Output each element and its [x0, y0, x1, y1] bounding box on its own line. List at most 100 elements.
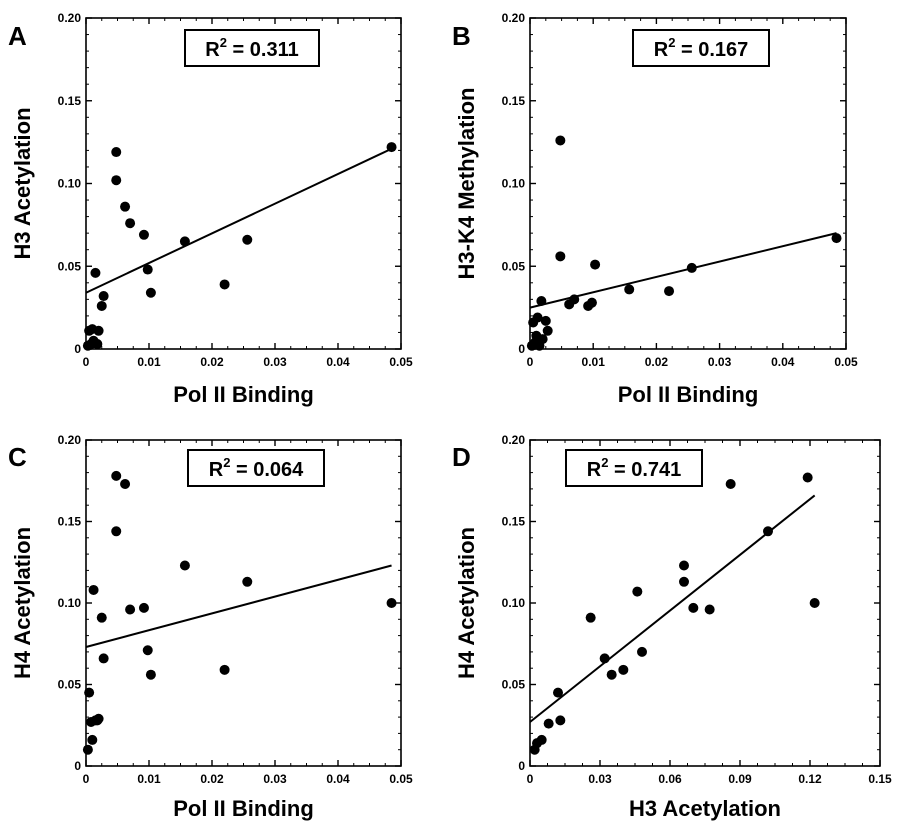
data-point — [688, 602, 699, 613]
y-tick-label: 0.10 — [502, 596, 526, 610]
y-tick-label: 0.05 — [502, 678, 526, 692]
data-point — [90, 267, 101, 278]
y-axis-title: H4 Acetylation — [10, 527, 35, 679]
data-point — [590, 259, 601, 270]
data-point — [542, 325, 553, 336]
data-point — [111, 147, 122, 158]
data-point — [569, 294, 580, 305]
data-point — [599, 653, 610, 664]
data-point — [96, 300, 107, 311]
x-tick-label: 0.02 — [645, 355, 669, 369]
y-tick-label: 0 — [518, 759, 525, 773]
r-squared-prefix: R — [654, 39, 669, 61]
r-squared-box — [632, 29, 770, 67]
data-point — [111, 470, 122, 481]
x-tick-label: 0.04 — [771, 355, 795, 369]
data-point — [618, 664, 629, 675]
r-squared-value: = 0.741 — [608, 459, 681, 481]
data-point — [125, 218, 136, 229]
data-point — [179, 560, 190, 571]
data-point — [386, 598, 397, 608]
data-point — [543, 718, 554, 729]
data-point — [96, 612, 107, 623]
y-tick-label: 0.20 — [502, 433, 526, 447]
regression-line — [85, 564, 392, 648]
x-tick-label: 0.03 — [708, 355, 732, 369]
data-point — [120, 479, 131, 490]
y-tick-label: 0.20 — [502, 11, 526, 25]
y-tick-label: 0.20 — [58, 433, 82, 447]
r-squared-value: = 0.064 — [230, 459, 304, 481]
data-point — [686, 262, 697, 273]
data-point — [98, 291, 109, 302]
data-point — [145, 669, 156, 680]
data-point — [831, 233, 842, 244]
data-point — [536, 296, 547, 307]
data-point — [98, 653, 109, 664]
y-tick-label: 0.20 — [58, 11, 82, 25]
x-axis-title: Pol II Binding — [173, 796, 314, 821]
data-point — [763, 526, 773, 537]
r-squared-box — [184, 29, 320, 67]
x-tick-label: 0.09 — [728, 772, 752, 786]
r-squared-box — [187, 449, 325, 487]
panel-letter: D — [452, 442, 471, 472]
x-tick-label: 0.04 — [326, 772, 350, 786]
r-squared-label: R2 = 0.311 — [205, 35, 298, 61]
data-point — [219, 664, 230, 675]
panel-letter: A — [8, 21, 27, 51]
regression-line — [529, 232, 837, 309]
y-tick-label: 0.05 — [502, 259, 526, 273]
y-axis-title: H3-K4 Methylation — [454, 88, 479, 280]
x-axis-title: Pol II Binding — [618, 382, 759, 407]
r-squared-exponent: 2 — [668, 35, 675, 50]
y-tick-label: 0.05 — [58, 678, 82, 692]
y-tick-label: 0 — [518, 342, 525, 356]
r-squared-value: = 0.167 — [675, 39, 748, 61]
data-point — [242, 234, 253, 245]
data-point — [704, 604, 715, 615]
y-tick-label: 0.10 — [58, 177, 82, 191]
data-point — [585, 612, 596, 623]
panel-c: C 0 0.01 0.02 0.03 0.04 0.05 0 0.05 0.10 0.15 0.20 P… — [8, 433, 413, 821]
data-point — [632, 586, 643, 597]
plot-frame — [85, 439, 402, 767]
x-tick-label: 0 — [527, 355, 534, 369]
data-point — [802, 472, 813, 483]
data-point — [555, 135, 566, 146]
data-point — [555, 715, 566, 726]
x-tick-label: 0.05 — [389, 772, 413, 786]
r-squared-label: R2 = 0.741 — [587, 455, 682, 481]
x-tick-label: 0.01 — [582, 355, 606, 369]
x-tick-label: 0.01 — [137, 772, 161, 786]
x-tick-label: 0.05 — [834, 355, 858, 369]
plot-frame — [529, 439, 881, 767]
regression-line — [85, 147, 392, 294]
r-squared-prefix: R — [205, 39, 220, 61]
y-tick-label: 0.05 — [58, 259, 82, 273]
data-point — [111, 175, 122, 186]
panel-letter: C — [8, 442, 27, 472]
y-axis-title: H4 Acetylation — [454, 527, 479, 679]
data-point — [179, 236, 190, 247]
r-squared-value: = 0.311 — [227, 39, 299, 61]
panel-b: B 0 0.01 0.02 0.03 0.04 0.05 0 0.05 0.10 0.15 0.20 P… — [452, 11, 858, 407]
data-point — [142, 645, 153, 656]
r-squared-prefix: R — [209, 459, 224, 481]
data-point — [809, 598, 820, 608]
y-tick-label: 0.15 — [58, 94, 82, 108]
y-tick-label: 0 — [74, 759, 81, 773]
data-point — [88, 584, 99, 595]
data-point — [93, 325, 104, 336]
data-point — [553, 687, 563, 698]
data-point — [138, 229, 149, 240]
data-point — [82, 744, 93, 755]
data-point — [606, 669, 617, 680]
r-squared-exponent: 2 — [220, 35, 227, 50]
x-tick-label: 0.03 — [263, 772, 287, 786]
panel-a: A 0 0.01 0.02 0.03 0.04 0.05 0 0.05 0.10 0.15 0.20 P… — [8, 11, 413, 407]
x-tick-label: 0.01 — [137, 355, 161, 369]
data-point — [386, 142, 397, 153]
y-tick-label: 0.15 — [502, 94, 526, 108]
